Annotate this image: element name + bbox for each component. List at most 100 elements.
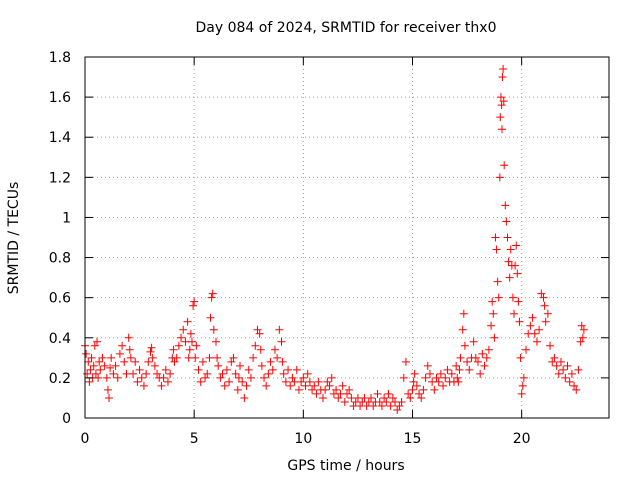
- data-point: [109, 369, 118, 378]
- data-point: [260, 373, 269, 382]
- data-point: [496, 113, 505, 122]
- data-point: [476, 369, 485, 378]
- data-point: [516, 353, 525, 362]
- data-point: [131, 357, 140, 366]
- data-point: [102, 373, 111, 382]
- data-point: [139, 381, 148, 390]
- data-point: [192, 341, 201, 350]
- data-point: [550, 353, 559, 362]
- data-point: [270, 345, 279, 354]
- data-point: [384, 389, 393, 398]
- data-point: [90, 341, 99, 350]
- data-point: [89, 361, 98, 370]
- data-point: [543, 309, 552, 318]
- data-point: [227, 357, 236, 366]
- data-point: [369, 401, 378, 410]
- data-point: [286, 381, 295, 390]
- data-point: [395, 401, 404, 410]
- data-point: [499, 97, 508, 106]
- y-tick-label: 1.6: [49, 90, 71, 106]
- x-axis-label: GPS time / hours: [287, 458, 404, 474]
- data-point: [528, 313, 537, 322]
- x-tick-label: 5: [190, 431, 199, 447]
- data-point: [454, 377, 463, 386]
- data-point: [314, 377, 323, 386]
- x-tick-label: 0: [81, 431, 90, 447]
- data-point: [491, 233, 500, 242]
- data-point: [125, 345, 134, 354]
- data-point: [401, 357, 410, 366]
- data-point: [496, 93, 505, 102]
- data-point: [220, 381, 229, 390]
- data-point: [511, 261, 520, 270]
- data-point: [495, 173, 504, 182]
- data-point: [209, 325, 218, 334]
- data-points: [81, 65, 588, 414]
- data-point: [216, 373, 225, 382]
- data-point: [198, 357, 207, 366]
- data-point: [294, 385, 303, 394]
- data-point: [189, 301, 198, 310]
- data-point: [186, 329, 195, 338]
- data-point: [572, 385, 581, 394]
- data-point: [93, 337, 102, 346]
- data-point: [556, 357, 565, 366]
- data-point: [548, 357, 557, 366]
- y-tick-label: 1.2: [49, 170, 71, 186]
- data-point: [406, 393, 415, 402]
- data-point: [493, 277, 502, 286]
- data-point: [251, 341, 260, 350]
- data-point: [345, 385, 354, 394]
- data-point: [105, 393, 114, 402]
- data-point: [505, 273, 514, 282]
- data-point: [207, 293, 216, 302]
- data-point: [487, 321, 496, 330]
- data-point: [103, 385, 112, 394]
- data-point: [498, 73, 507, 82]
- data-point: [191, 353, 200, 362]
- data-point: [284, 365, 293, 374]
- data-point: [386, 401, 395, 410]
- data-point: [443, 365, 452, 374]
- data-point: [539, 293, 548, 302]
- data-point: [327, 373, 336, 382]
- data-point: [480, 361, 489, 370]
- data-point: [106, 363, 115, 372]
- data-point: [126, 353, 135, 362]
- data-point: [325, 381, 334, 390]
- data-point: [161, 365, 170, 374]
- data-point: [273, 353, 282, 362]
- data-point: [113, 373, 122, 382]
- data-point: [494, 293, 503, 302]
- y-tick-label: 0: [62, 411, 71, 427]
- data-point: [163, 377, 172, 386]
- data-point: [499, 65, 508, 74]
- data-point: [506, 245, 515, 254]
- data-point: [565, 377, 574, 386]
- data-point: [458, 325, 467, 334]
- data-point: [393, 405, 402, 414]
- data-point: [522, 345, 531, 354]
- data-point: [240, 393, 249, 402]
- data-point: [111, 361, 120, 370]
- y-tick-label: 0.8: [49, 251, 71, 267]
- data-point: [500, 161, 509, 170]
- data-point: [144, 357, 153, 366]
- data-point: [474, 357, 482, 366]
- data-point: [421, 373, 430, 382]
- data-point: [456, 353, 465, 362]
- data-point: [213, 353, 222, 362]
- data-point: [430, 385, 439, 394]
- data-point: [518, 381, 527, 390]
- data-point: [513, 269, 522, 278]
- data-point: [340, 397, 349, 406]
- data-point: [510, 309, 519, 318]
- data-point: [439, 381, 448, 390]
- data-point: [222, 365, 231, 374]
- axis-ticks: 0 0.2 0.4 0.6 0.8 1 1.2 1.4 1.6 1.8 0 5 10 15 20: [49, 50, 609, 447]
- grid-lines: [85, 57, 609, 418]
- data-point: [332, 385, 341, 394]
- data-point: [208, 289, 217, 298]
- data-point: [489, 309, 498, 318]
